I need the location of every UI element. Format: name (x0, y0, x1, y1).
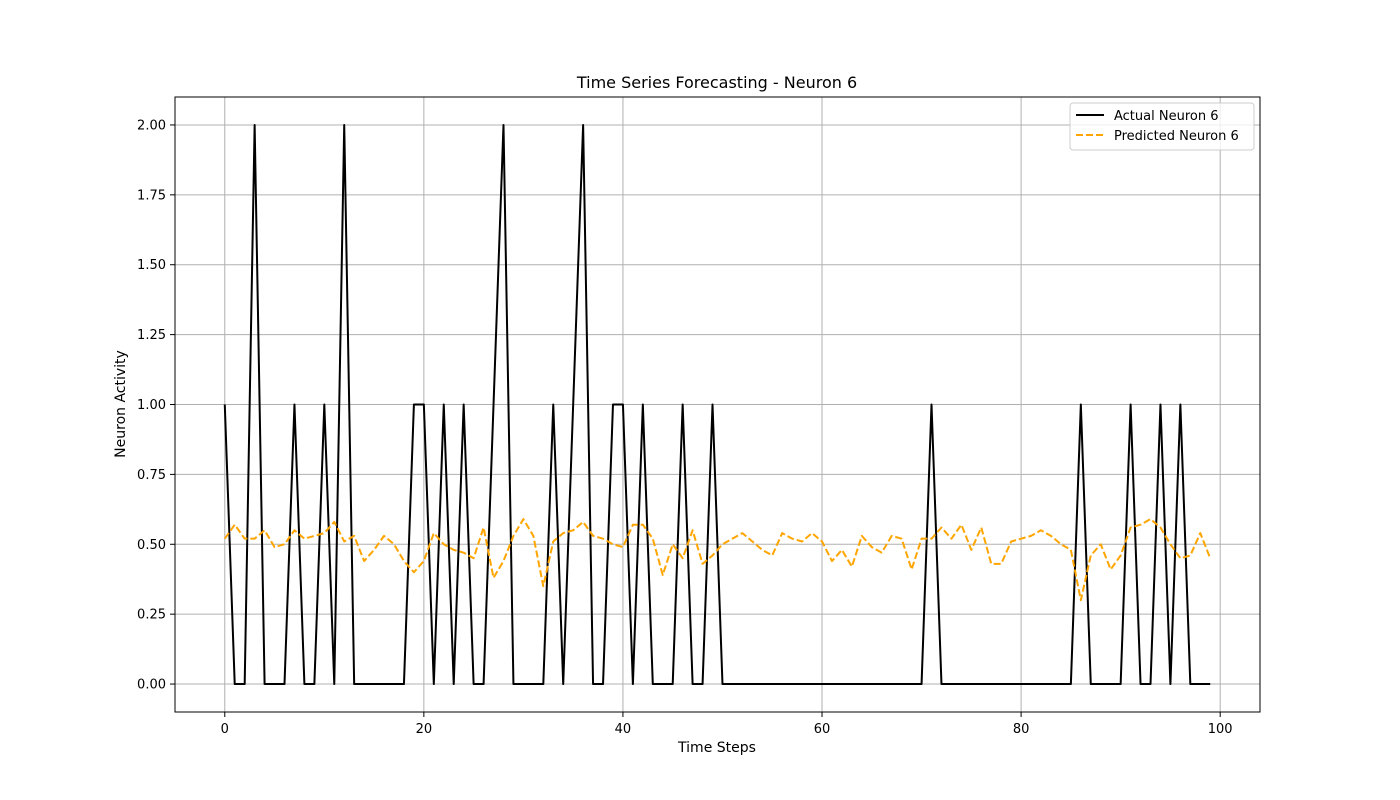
series-line-actual (223, 123, 1211, 686)
y-axis-label: Neuron Activity (113, 350, 129, 458)
x-tick-label: 0 (221, 722, 229, 737)
y-tick-label: 2.00 (137, 118, 166, 133)
series-line-predicted (223, 518, 1212, 602)
legend: Actual Neuron 6 Predicted Neuron 6 (1069, 102, 1255, 151)
x-tick-label: 100 (1208, 722, 1233, 737)
y-tick-label: 1.00 (137, 398, 166, 413)
y-tick-label: 1.50 (137, 258, 166, 273)
x-tick-label: 80 (1013, 722, 1030, 737)
legend-label-actual: Actual Neuron 6 (1114, 109, 1218, 124)
chart-title: Time Series Forecasting - Neuron 6 (576, 73, 857, 92)
x-tick-label: 60 (814, 722, 831, 737)
y-tick-label: 0.50 (137, 538, 166, 553)
y-tick-label: 0.25 (137, 608, 166, 623)
y-axis: 0.00 0.25 0.50 0.75 1.00 1.25 1.50 1.75 2.00 (137, 118, 175, 693)
legend-frame (1069, 102, 1255, 151)
legend-label-predicted: Predicted Neuron 6 (1114, 129, 1239, 144)
series-layer (223, 123, 1212, 686)
y-tick-label: 0.75 (137, 468, 166, 483)
y-tick-label: 0.00 (137, 678, 166, 693)
grid-lines (175, 97, 1260, 712)
x-axis: 0 20 40 60 80 100 (221, 712, 1233, 737)
y-tick-label: 1.75 (137, 188, 166, 203)
x-tick-label: 20 (416, 722, 433, 737)
y-tick-label: 1.25 (137, 328, 166, 343)
x-tick-label: 40 (615, 722, 632, 737)
x-axis-label: Time Steps (677, 740, 756, 756)
